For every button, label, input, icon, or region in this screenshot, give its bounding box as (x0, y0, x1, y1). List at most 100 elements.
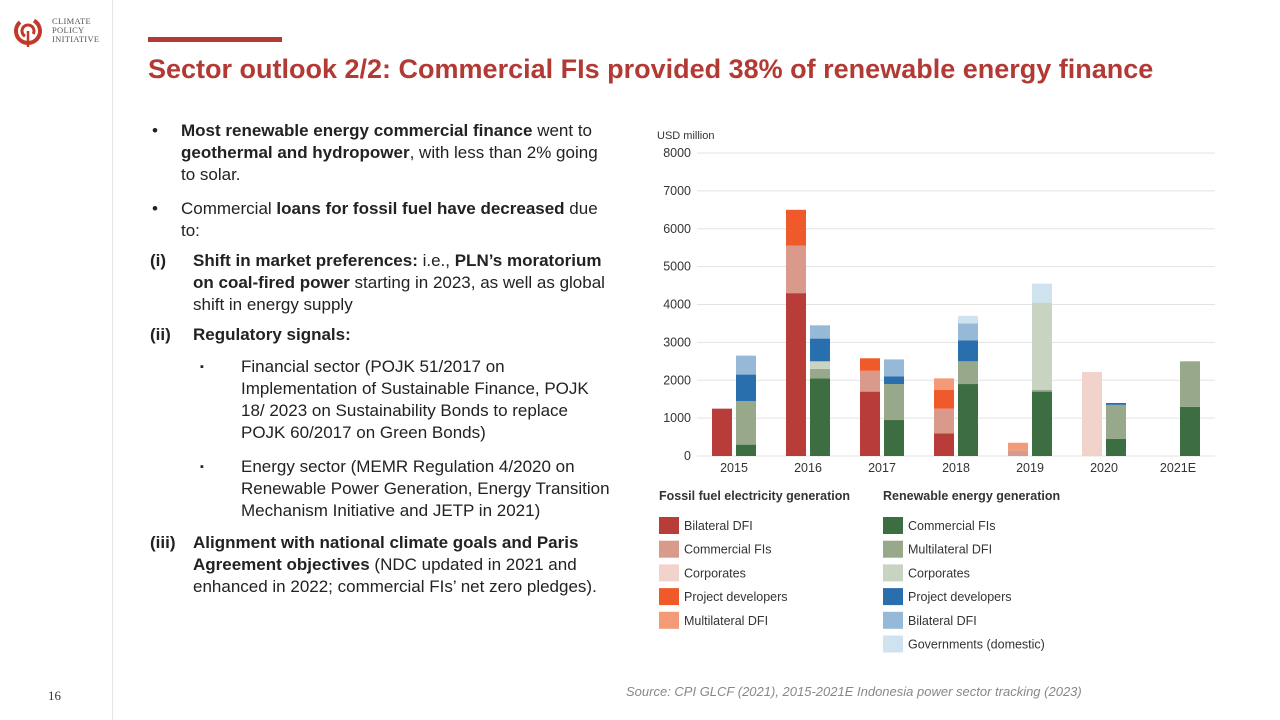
legend-swatch (659, 588, 679, 606)
bar-segment (1032, 283, 1052, 303)
bar-segment (736, 444, 756, 456)
logo-line-2: POLICY (52, 25, 85, 35)
reason-3-bold: Alignment with national climate goals an… (193, 533, 579, 574)
bar-segment (1180, 406, 1200, 456)
bar-segment (1032, 302, 1052, 390)
legend-swatch (883, 588, 903, 606)
reason-1-bold-2: PLN’s moratorium on coal-fired power (193, 251, 602, 292)
bar-segment (736, 401, 756, 445)
bar-segment (786, 209, 806, 246)
bar-segment (934, 433, 954, 456)
legend-swatch (659, 564, 679, 582)
bar-segment (958, 315, 978, 324)
bar-segment (860, 358, 880, 371)
bar-segment (884, 359, 904, 377)
bar-segment (736, 355, 756, 375)
bar-segment (810, 368, 830, 379)
bullet-dot: • (152, 121, 158, 140)
bar-segment (884, 384, 904, 421)
reason-2: (ii) Regulatory signals: (150, 324, 610, 346)
bar-segment (1106, 402, 1126, 405)
bullet-2: • Commercial loans for fossil fuel have … (150, 198, 610, 242)
x-tick-label: 2021E (1160, 461, 1196, 475)
bar-segment (958, 323, 978, 341)
legend-swatch (883, 564, 903, 582)
bar-segment (1032, 389, 1052, 392)
bullet-1-bold: Most renewable energy commercial finance (181, 121, 533, 140)
bar-segment (958, 340, 978, 362)
legend-swatch (659, 540, 679, 558)
legend-label: Bilateral DFI (684, 519, 753, 533)
climate-policy-initiative-logo: CLIMATE POLICY INITIATIVE (12, 14, 112, 54)
page-number: 16 (48, 688, 61, 703)
bullet-2-start: Commercial (181, 199, 277, 218)
bar-segment (958, 384, 978, 456)
chart-svg: USD million 0 1000 2000 3000 4000 5000 6000 7000… (657, 130, 1215, 653)
source-note: Source: CPI GLCF (2021), 2015-2021E Indo… (626, 684, 1082, 699)
legend-label: Corporates (908, 566, 970, 580)
bar-segment (884, 376, 904, 385)
bar-segment (810, 361, 830, 369)
slide-title: Sector outlook 2/2: Commercial FIs provi… (148, 54, 1154, 84)
body-text: • Most renewable energy commercial finan… (150, 120, 610, 598)
y-tick-label: 5000 (663, 260, 691, 274)
reason-2-bold: Regulatory signals: (193, 325, 351, 344)
y-tick-label: 0 (684, 449, 691, 463)
x-tick-label: 2018 (942, 461, 970, 475)
reason-3: (iii) Alignment with national climate go… (150, 532, 610, 598)
sub-bullet-2-text: Energy sector (MEMR Regulation 4/2020 on… (241, 457, 610, 520)
bar-segment (860, 370, 880, 392)
bar-segment (786, 245, 806, 294)
bar-segment (860, 391, 880, 456)
legend-label: Project developers (908, 590, 1012, 604)
bar-segment (934, 408, 954, 434)
legend-group-title: Fossil fuel electricity generation (659, 489, 850, 503)
bullet-2-end: due to: (181, 199, 598, 240)
bar-segment (1082, 371, 1102, 456)
left-sidebar: CLIMATE POLICY INITIATIVE 16 (0, 0, 113, 720)
finance-chart: USD million 0 1000 2000 3000 4000 5000 6000 7000… (640, 122, 1230, 667)
y-tick-label: 3000 (663, 335, 691, 349)
x-tick-label: 2016 (794, 461, 822, 475)
bar-segment (1008, 450, 1028, 456)
bar-segment (1032, 391, 1052, 456)
reason-1-bold: Shift in market preferences: (193, 251, 418, 270)
reason-1: (i) Shift in market preferences: i.e., P… (150, 250, 610, 316)
y-tick-label: 1000 (663, 411, 691, 425)
bar-segment (810, 325, 830, 339)
bar-segment (736, 374, 756, 402)
bullet-1-end: , with less than 2% going to solar. (181, 143, 598, 184)
bar-segment (712, 408, 732, 456)
bullet-2-bold: loans for fossil fuel have decreased (276, 199, 565, 218)
bar-segment (884, 420, 904, 456)
bar-segment (786, 293, 806, 456)
legend-label: Commercial FIs (684, 543, 772, 557)
legend-swatch (883, 635, 903, 653)
y-tick-label: 8000 (663, 146, 691, 160)
x-tick-label: 2017 (868, 461, 896, 475)
bullet-1-bold-2: geothermal and hydropower (181, 143, 410, 162)
reason-1-mid: i.e., (417, 251, 455, 270)
y-tick-label: 2000 (663, 373, 691, 387)
title-accent-bar (148, 37, 282, 42)
legend-label: Multilateral DFI (908, 543, 992, 557)
legend-label: Project developers (684, 590, 788, 604)
bar-segment (934, 378, 954, 390)
reason-1-number: (i) (150, 251, 167, 270)
y-tick-label: 6000 (663, 222, 691, 236)
logo-text: CLIMATE POLICY INITIATIVE (52, 17, 99, 44)
sub-bullet-1: ▪ Financial sector (POJK 51/2017 on Impl… (150, 356, 610, 444)
legend-label: Bilateral DFI (908, 614, 977, 628)
bar-segment (1106, 438, 1126, 456)
reason-1-end: starting in 2023, as well as global shif… (193, 273, 605, 314)
legend-swatch (883, 611, 903, 629)
legend-label: Multilateral DFI (684, 614, 768, 628)
sub-bullet-2: ▪ Energy sector (MEMR Regulation 4/2020 … (150, 456, 610, 522)
legend-group-title: Renewable energy generation (883, 489, 1060, 503)
x-tick-label: 2015 (720, 461, 748, 475)
reason-2-number: (ii) (150, 325, 171, 344)
reason-3-number: (iii) (150, 533, 176, 552)
legend-swatch (659, 517, 679, 534)
sub-bullet-1-text: Financial sector (POJK 51/2017 on Implem… (241, 357, 589, 442)
bullet-dot: • (152, 199, 158, 218)
